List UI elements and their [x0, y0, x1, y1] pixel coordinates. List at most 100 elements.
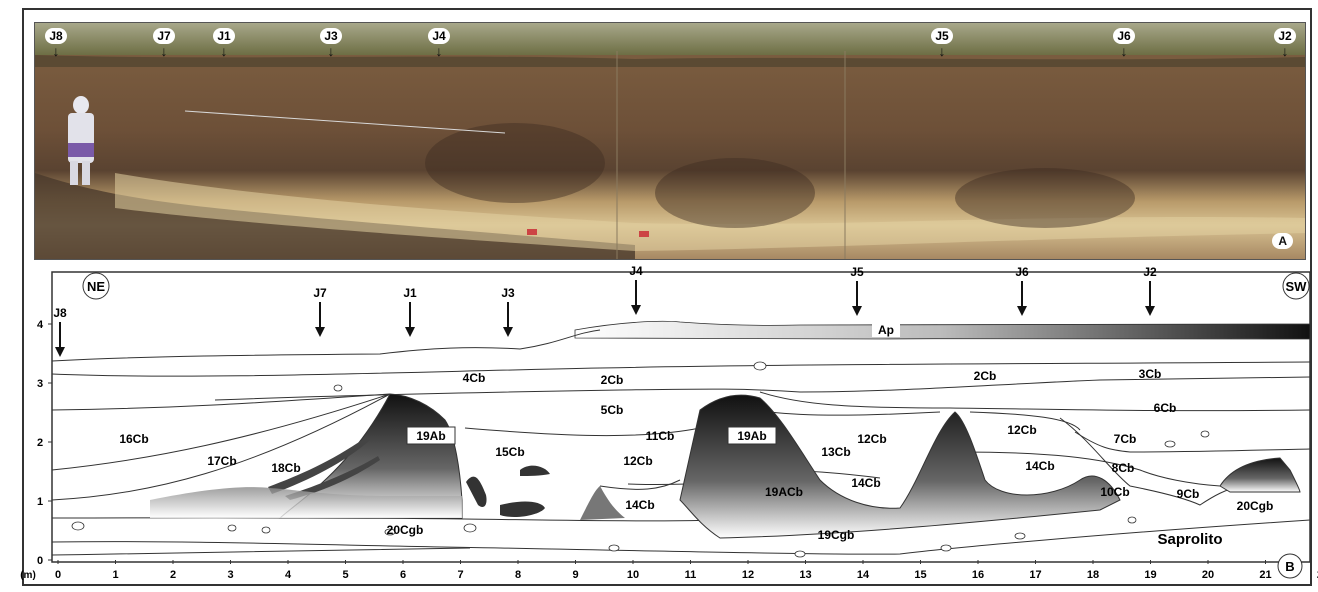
marker-arrow-head: [1017, 306, 1027, 316]
section-markers: J8 J7 J1 J3 J4 J5 J6 J2: [53, 264, 1157, 357]
y-tick-label: 4: [37, 319, 44, 331]
blob-20cgb-right: [1219, 457, 1301, 493]
soil-profile-photo: J8 ↓ J7 ↓ J1 ↓ J3 ↓ J4 ↓ J5 ↓ J6 ↓ J2 ↓ A: [34, 22, 1306, 260]
marker-label: J8: [53, 306, 67, 320]
y-tick-label: 3: [37, 378, 43, 390]
horizon-label: 8Cb: [1112, 461, 1135, 475]
horizon-label: 9Cb: [1177, 487, 1200, 501]
horizon-label: 4Cb: [463, 371, 486, 385]
photo-marker-label: J8: [45, 28, 67, 44]
x-tick-label: 19: [1144, 569, 1156, 581]
horizon-label: 7Cb: [1114, 432, 1137, 446]
surface-line: [51, 329, 601, 362]
x-tick-label: 2: [170, 569, 176, 581]
x-tick-label: 21: [1259, 569, 1271, 581]
photo-marker-arrow: ↓: [938, 43, 946, 59]
photo-marker-label: J6: [1113, 28, 1135, 44]
horizon-label: 12Cb: [1007, 423, 1036, 437]
orientation-ne: NE: [82, 272, 110, 300]
marker-arrow-head: [405, 327, 415, 337]
horizon-label: 20Cgb: [387, 523, 424, 537]
photo-marker-arrow: ↓: [1281, 43, 1289, 59]
x-tick-label: 10: [627, 569, 639, 581]
marker-arrow-head: [315, 327, 325, 337]
panel-a-label: A: [1272, 233, 1293, 249]
horizon-label: 18Cb: [271, 461, 300, 475]
photo-marker-label: J1: [213, 28, 235, 44]
horizon-label-box: [406, 426, 456, 445]
x-tick-label: 8: [515, 569, 521, 581]
marker-label: J3: [501, 286, 515, 300]
horizon-19ab-central: [679, 394, 1121, 539]
horizon-label: 19Cgb: [818, 528, 855, 542]
block-15cb-1: [466, 476, 487, 507]
photo-marker-label: J3: [320, 28, 342, 44]
y-tick-label: 1: [37, 496, 43, 508]
horizon-label: 20Cgb: [1237, 499, 1274, 513]
horizon-label: 19ACb: [765, 485, 803, 499]
x-tick-label: 16: [972, 569, 984, 581]
photo-marker-arrow: ↓: [435, 43, 443, 59]
peak-9m: [580, 486, 625, 520]
horizon-label: 5Cb: [601, 403, 624, 417]
marker-arrow-head: [55, 347, 65, 357]
marker-label: J4: [629, 264, 643, 278]
photo-illustration: [35, 23, 1305, 259]
horizon-label: 17Cb: [207, 454, 236, 468]
horizon-label: 12Cb: [623, 454, 652, 468]
horizon-boundaries: [51, 361, 1311, 556]
orientation-sw: SW: [1282, 272, 1310, 300]
photo-marker: J3 ↓: [318, 27, 344, 58]
x-tick-label: 9: [572, 569, 578, 581]
horizon-label: Ap: [878, 323, 894, 337]
diagram-box: [51, 271, 1311, 563]
horizon-label: 16Cb: [119, 432, 148, 446]
x-tick-label: 14: [857, 569, 870, 581]
horizon-label: 15Cb: [495, 445, 524, 459]
x-tick-label: 4: [285, 569, 292, 581]
block-15cb-3: [520, 465, 550, 476]
svg-text:B: B: [1285, 559, 1294, 574]
photo-marker: J5 ↓: [929, 27, 955, 59]
y-tick-label: 0: [37, 555, 43, 567]
x-tick-label: 12: [742, 569, 754, 581]
horizon-label: 12Cb: [857, 432, 886, 446]
photo-marker-arrow: ↓: [52, 43, 60, 59]
marker-arrow-head: [1145, 306, 1155, 316]
pebbles: [71, 361, 1210, 558]
x-tick-label: 22: [1317, 569, 1318, 581]
x-tick-label: 6: [400, 569, 406, 581]
photo-marker: J7 ↓: [151, 27, 177, 59]
photo-marker: J8 ↓: [43, 27, 69, 59]
svg-text:NE: NE: [87, 279, 105, 294]
x-tick-label: 15: [914, 569, 926, 581]
marker-arrow-head: [631, 305, 641, 315]
axes: 012345678910111213141516171819202122(m)0…: [20, 319, 1318, 581]
block-15cb-2: [500, 501, 545, 518]
photo-marker-arrow: ↓: [160, 43, 168, 59]
x-tick-label: 3: [227, 569, 233, 581]
marker-arrow-head: [852, 306, 862, 316]
panel-b-label: B: [1277, 553, 1303, 579]
horizon-label: 3Cb: [1139, 367, 1162, 381]
horizon-label: 13Cb: [821, 445, 850, 459]
x-tick-label: 1: [112, 569, 118, 581]
marker-label: J6: [1015, 265, 1029, 279]
horizon-label: 10Cb: [1100, 485, 1129, 499]
x-tick-label: 20: [1202, 569, 1214, 581]
x-tick-label: 0: [55, 569, 61, 581]
horizon-label: 14Cb: [851, 476, 880, 490]
photo-marker-arrow: ↓: [220, 43, 228, 59]
marker-label: J2: [1143, 265, 1157, 279]
photo-marker: J1 ↓: [211, 27, 237, 59]
marker-label: J5: [850, 265, 864, 279]
photo-marker-label: J7: [153, 28, 175, 44]
svg-text:SW: SW: [1286, 279, 1308, 294]
horizon-label: 2Cb: [974, 369, 997, 383]
marker-label: J7: [313, 286, 327, 300]
marker-arrow-head: [503, 327, 513, 337]
horizon-label-bg: [872, 323, 900, 337]
horizon-labels: Ap 2Cb 2Cb 3Cb 4Cb 5Cb 6Cb 16Cb 17Cb 18Cb 19Ab 15Cb…: [119, 323, 1273, 548]
photo-marker: J4 ↓: [426, 27, 452, 59]
